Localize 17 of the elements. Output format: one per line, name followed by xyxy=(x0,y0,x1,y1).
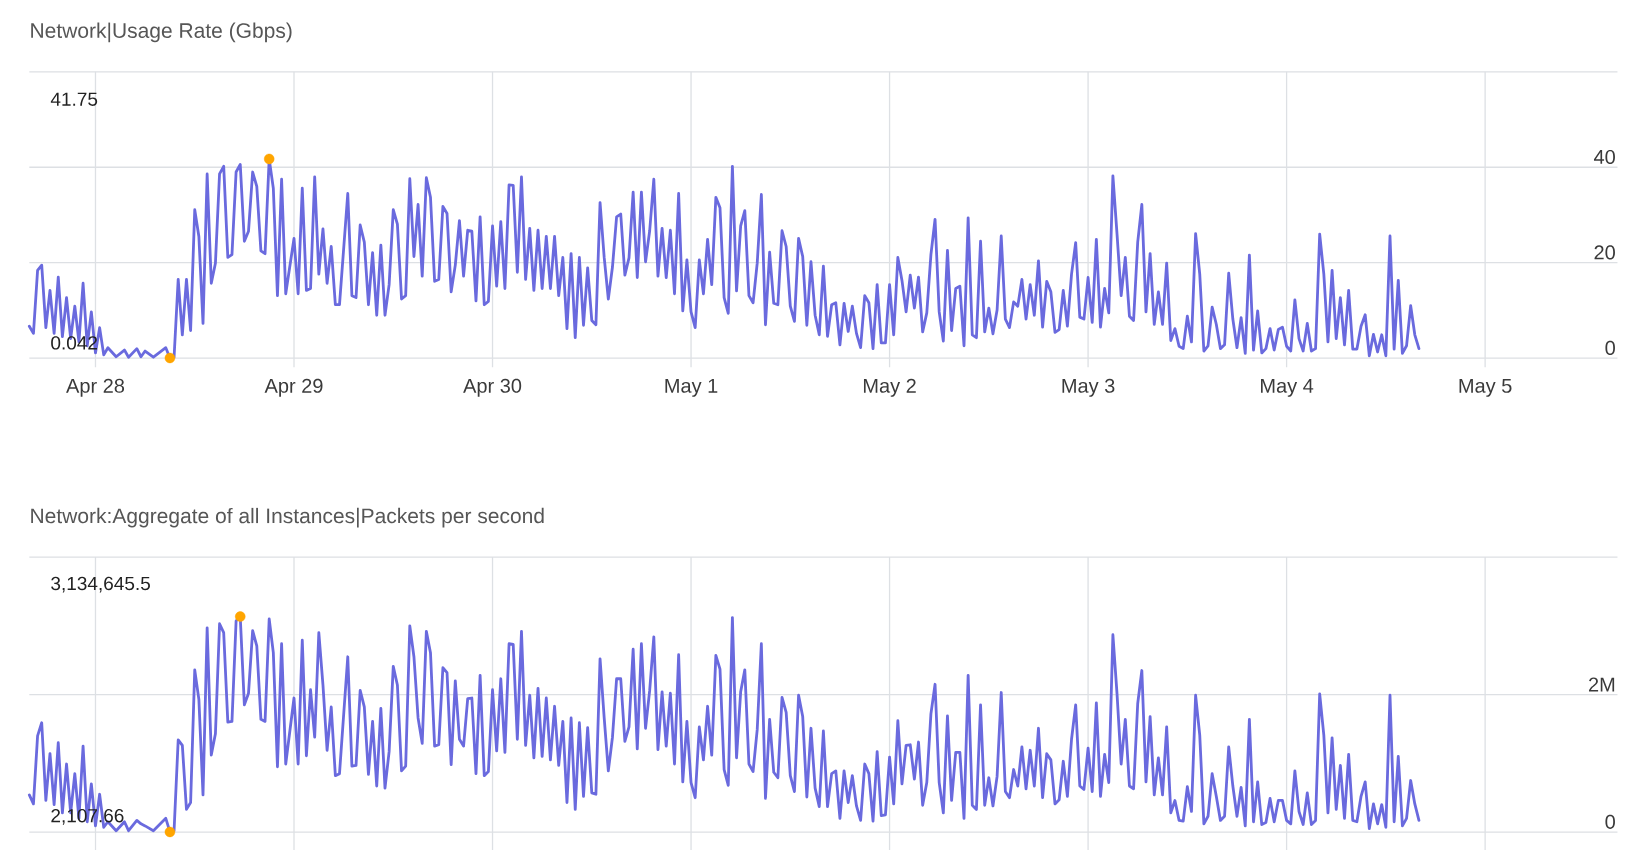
x-tick-label: May 3 xyxy=(1062,378,1115,397)
x-tick-label: May 4 xyxy=(1261,378,1314,397)
chart-title: Network:Aggregate of all Instances|Packets per second xyxy=(31,507,544,528)
y-tick-label: 0 xyxy=(1605,814,1615,829)
x-tick-label: Apr 28 xyxy=(66,378,125,397)
x-tick-label: May 2 xyxy=(863,378,916,397)
x-tick-label: May 1 xyxy=(665,378,718,397)
annotation: 41.75 xyxy=(50,92,98,106)
y-tick-label: 20 xyxy=(1594,245,1615,260)
x-tick-label: Apr 30 xyxy=(463,378,522,397)
y-tick-label: 40 xyxy=(1593,149,1615,165)
y-tick-label: 0 xyxy=(1605,340,1615,355)
y-tick-label: 2M xyxy=(1588,677,1615,692)
x-tick-label: May 5 xyxy=(1459,378,1512,397)
x-tick-label: Apr 29 xyxy=(264,378,323,397)
annotation: 3,134,645.5 xyxy=(51,576,150,593)
chart-title: Network|Usage Rate (Gbps) xyxy=(31,22,292,43)
